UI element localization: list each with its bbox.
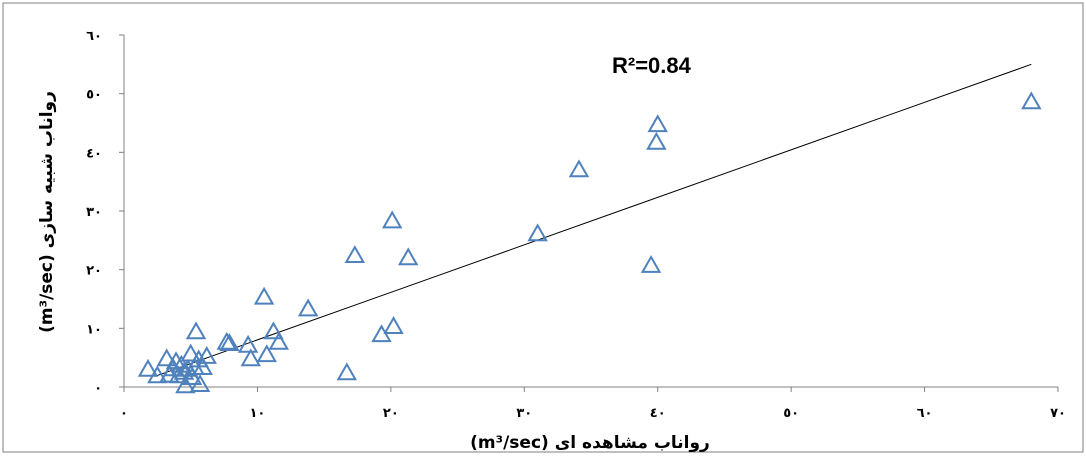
y-axis-label: رواناب شبیه سازی (m³/sec) (37, 91, 57, 333)
data-point (240, 348, 261, 367)
data-point (568, 159, 590, 178)
data-point (181, 367, 203, 385)
y-tick-label: ٥٠ (86, 88, 102, 103)
data-point (216, 331, 237, 350)
data-point (1021, 91, 1042, 110)
data-point (527, 223, 548, 242)
data-point (237, 334, 259, 353)
y-axis-ticks: ٠ ١٠ ٢٠ ٣٠ ٤٠ ٥٠ ٦٠ (86, 29, 124, 396)
x-axis-label: رواناب مشاهده ای (m³/sec) (470, 433, 710, 453)
data-point (381, 210, 403, 229)
y-tick-label: ٦٠ (86, 29, 102, 44)
data-point (253, 286, 275, 305)
x-tick-label: ٥٠ (783, 406, 799, 421)
data-point (256, 344, 277, 363)
y-tick-label: ٠ (94, 381, 102, 396)
data-points (137, 91, 1042, 394)
data-point (156, 348, 177, 367)
x-tick-label: ٤٠ (650, 406, 666, 421)
chart-border (2, 2, 1084, 453)
x-tick-label: ١٠ (249, 406, 265, 421)
data-point (137, 358, 159, 377)
data-point (397, 247, 419, 266)
data-point (185, 321, 207, 340)
data-point (268, 331, 290, 350)
data-point (383, 316, 404, 334)
trendline (154, 63, 1032, 377)
data-point (147, 365, 168, 384)
data-point (646, 131, 667, 150)
data-point (189, 374, 211, 393)
x-axis-ticks: ٠ ١٠ ٢٠ ٣٠ ٤٠ ٥٠ ٦٠ ٧٠ (120, 387, 1066, 421)
x-tick-label: ٧٠ (1050, 406, 1066, 421)
r-squared-annotation: R²=0.84 (612, 53, 692, 78)
data-point (647, 114, 668, 133)
x-tick-label: ٢٠ (383, 406, 399, 421)
data-point (196, 345, 217, 364)
data-point (180, 343, 201, 362)
data-point (297, 298, 319, 317)
data-point (263, 321, 284, 340)
x-tick-label: ٠ (120, 406, 128, 421)
x-tick-label: ٣٠ (516, 406, 532, 421)
data-point (344, 245, 366, 263)
y-tick-label: ٤٠ (86, 146, 102, 161)
data-point (219, 333, 240, 351)
data-point (640, 255, 662, 273)
y-tick-label: ٣٠ (86, 205, 102, 220)
y-tick-label: ١٠ (86, 322, 102, 337)
y-tick-label: ٢٠ (86, 264, 102, 279)
data-point (336, 362, 358, 381)
data-point (192, 357, 213, 376)
x-tick-label: ٦٠ (917, 406, 933, 421)
